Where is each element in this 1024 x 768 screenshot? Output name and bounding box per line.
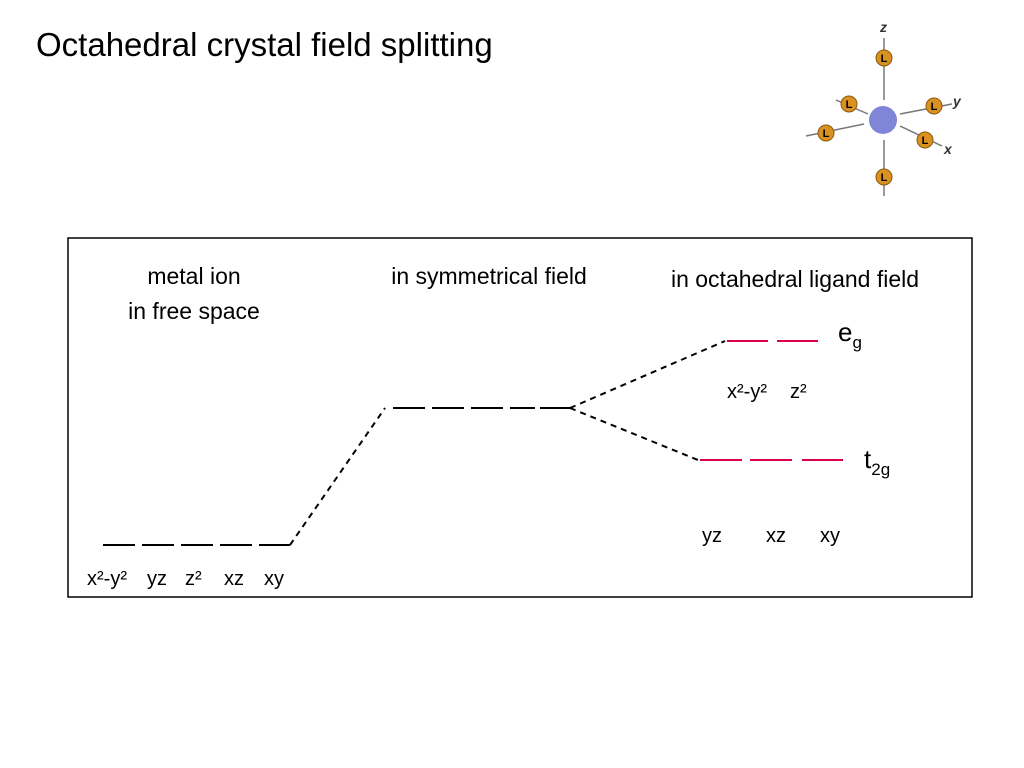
metal-ion xyxy=(869,106,897,134)
axis-label: y xyxy=(952,93,962,109)
axis-label: z xyxy=(879,19,887,35)
arrow xyxy=(899,103,953,115)
orbital-label: x²-y² xyxy=(87,568,127,590)
ligand xyxy=(817,124,835,142)
caption: in free space xyxy=(128,298,260,324)
caption: in symmetrical field xyxy=(391,263,587,289)
orbital-label: yz xyxy=(702,525,722,547)
axis-label: x xyxy=(943,141,953,157)
title: Octahedral crystal field splitting xyxy=(36,26,493,63)
ligand xyxy=(840,95,858,113)
eg-symbol: eg xyxy=(838,317,862,352)
ligand-label: L xyxy=(931,101,938,113)
ligand-label: L xyxy=(881,172,888,184)
subscript: g xyxy=(852,333,861,352)
subscript: 2g xyxy=(871,460,890,479)
octahedral-icon: L L L L L L z y x xyxy=(805,19,962,196)
orbital-label: z² xyxy=(185,568,202,590)
connector xyxy=(569,407,699,461)
ligand xyxy=(875,168,893,186)
ligand xyxy=(875,49,893,67)
ligand-label: L xyxy=(922,135,929,147)
t2g-symbol: t2g xyxy=(864,444,890,479)
ligand xyxy=(925,97,943,115)
connector xyxy=(289,407,386,546)
orbital-label: xz xyxy=(224,568,244,590)
ligand xyxy=(916,131,934,149)
orbital-label: xy xyxy=(820,525,840,547)
orbital-label: xy xyxy=(264,568,284,590)
orbital-label: z² xyxy=(790,381,807,403)
arrow xyxy=(805,123,865,137)
symbol: e xyxy=(838,317,852,347)
symbol: t xyxy=(864,444,872,474)
caption: metal ion xyxy=(147,263,240,289)
ligand-label: L xyxy=(881,53,888,65)
orbital-label: xz xyxy=(766,525,786,547)
caption: in octahedral ligand field xyxy=(671,266,919,292)
orbital-label: x²-y² xyxy=(727,381,767,403)
ligand-label: L xyxy=(823,128,830,140)
diagram-frame xyxy=(67,237,973,598)
connector xyxy=(569,340,726,409)
orbital-label: yz xyxy=(147,568,167,590)
ligand-label: L xyxy=(846,99,853,111)
